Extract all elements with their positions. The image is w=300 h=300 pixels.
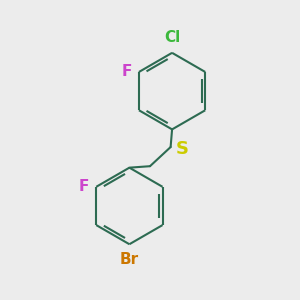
Text: F: F: [79, 179, 89, 194]
Text: Cl: Cl: [164, 31, 180, 46]
Text: F: F: [121, 64, 132, 80]
Text: Br: Br: [120, 252, 139, 267]
Text: S: S: [176, 140, 189, 158]
